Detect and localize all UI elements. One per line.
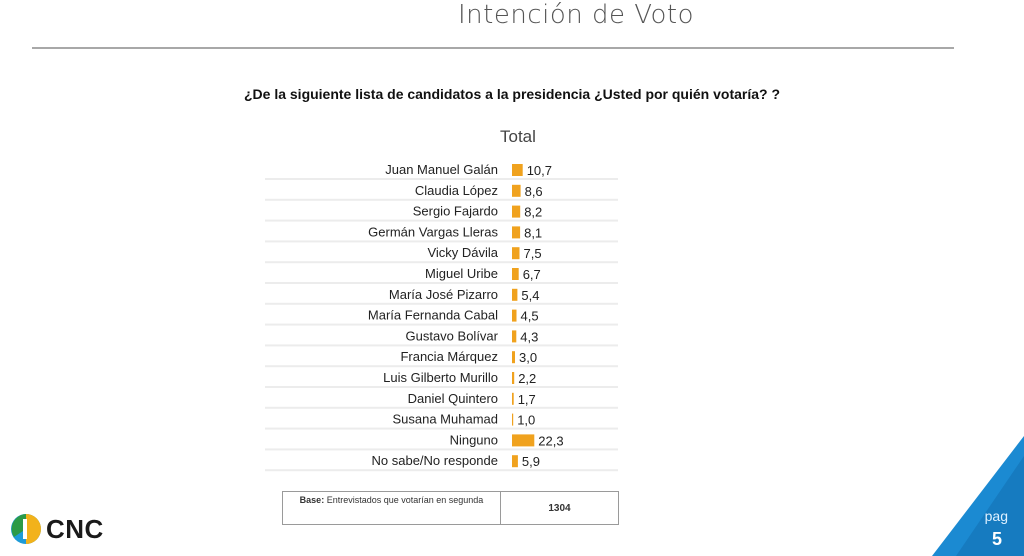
row-divider xyxy=(265,448,618,451)
value-label: 1,7 xyxy=(518,392,536,407)
category-label: Susana Muhamad xyxy=(392,412,498,427)
vote-intention-bar-chart: Juan Manuel Galán 10,7 Claudia López 8,6 Ser… xyxy=(265,162,618,472)
category-label: Vicky Dávila xyxy=(427,245,498,260)
bar xyxy=(512,309,517,322)
bar xyxy=(512,434,535,447)
value-label: 4,3 xyxy=(520,329,538,344)
cnc-logo: CNC xyxy=(10,513,104,545)
row-divider xyxy=(265,178,618,180)
value-label: 4,5 xyxy=(521,309,539,324)
value-label: 8,6 xyxy=(525,184,543,199)
value-label: 22,3 xyxy=(538,433,563,448)
survey-question: ¿De la siguiente lista de candidatos a l… xyxy=(243,86,781,102)
bar xyxy=(512,372,515,384)
value-label: 3,0 xyxy=(519,350,537,365)
bar xyxy=(512,184,521,197)
title-divider xyxy=(32,47,954,49)
category-label: María José Pizarro xyxy=(389,287,498,302)
page-corner-decoration xyxy=(932,436,1024,556)
row-divider xyxy=(265,198,618,201)
value-label: 7,5 xyxy=(524,246,542,261)
row-divider xyxy=(265,240,618,243)
value-label: 10,7 xyxy=(527,163,552,178)
row-divider xyxy=(265,427,618,430)
base-description: Base: Entrevistados que votarían en segu… xyxy=(283,492,501,524)
base-value: 1304 xyxy=(548,502,571,514)
category-label: Gustavo Bolívar xyxy=(406,328,499,343)
cnc-logo-icon xyxy=(11,514,41,544)
value-label: 8,1 xyxy=(524,225,542,240)
bar xyxy=(512,413,514,426)
chart-subtitle: Total xyxy=(500,127,536,146)
bar xyxy=(512,226,521,239)
row-divider xyxy=(265,469,618,472)
bar xyxy=(512,205,521,218)
bar xyxy=(512,392,514,405)
row-divider xyxy=(265,282,618,284)
bar xyxy=(512,455,518,468)
row-divider xyxy=(265,344,618,347)
category-label: Claudia López xyxy=(415,183,498,198)
category-label: Ninguno xyxy=(450,432,498,447)
value-label: 8,2 xyxy=(524,205,542,220)
value-label: 2,2 xyxy=(518,371,536,386)
row-divider xyxy=(265,261,618,264)
bar xyxy=(512,288,518,301)
row-divider xyxy=(265,219,618,222)
value-label: 5,4 xyxy=(521,288,539,303)
category-label: Juan Manuel Galán xyxy=(385,162,498,177)
base-text: Entrevistados que votarían en segunda xyxy=(326,495,484,505)
category-label: Sergio Fajardo xyxy=(413,204,498,219)
row-divider xyxy=(265,323,618,326)
value-label: 5,9 xyxy=(522,454,540,469)
row-divider xyxy=(265,302,618,305)
category-label: Francia Márquez xyxy=(400,349,498,364)
row-divider xyxy=(265,406,618,409)
row-divider xyxy=(265,365,618,368)
value-label: 6,7 xyxy=(523,267,541,282)
category-label: Miguel Uribe xyxy=(425,266,498,281)
bar xyxy=(512,268,519,280)
base-table: Base: Entrevistados que votarían en segu… xyxy=(282,491,619,525)
page-number: 5 xyxy=(991,529,1002,549)
bar xyxy=(512,247,520,260)
page-title: Intención de Voto xyxy=(457,0,695,30)
page-label: pag xyxy=(984,508,1008,524)
row-divider xyxy=(265,386,618,388)
base-label: Base: xyxy=(299,495,325,505)
value-label: 1,0 xyxy=(517,413,535,428)
category-label: María Fernanda Cabal xyxy=(368,308,498,323)
bar xyxy=(512,164,523,176)
bar xyxy=(512,330,517,343)
category-label: Germán Vargas Lleras xyxy=(368,224,498,239)
category-label: Daniel Quintero xyxy=(408,391,498,406)
category-label: No sabe/No responde xyxy=(372,453,498,468)
logo-text: CNC xyxy=(46,513,104,544)
bar xyxy=(512,351,515,364)
category-label: Luis Gilberto Murillo xyxy=(383,370,498,385)
